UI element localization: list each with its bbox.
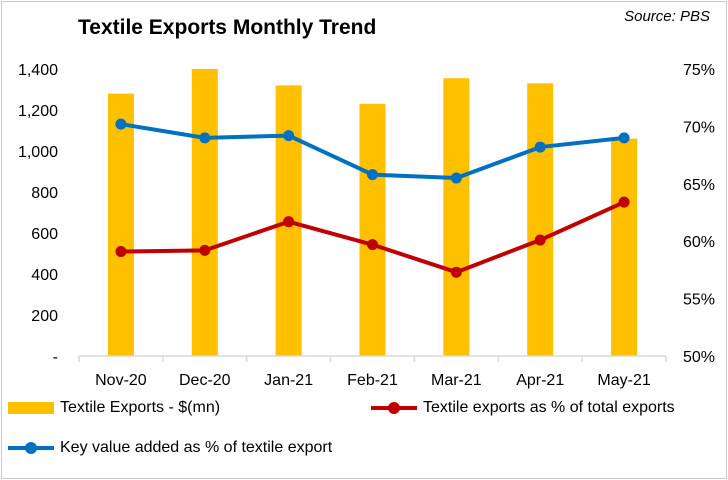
x-tick-label: Dec-20 (179, 372, 231, 389)
legend-label-value-added: Key value added as % of textile export (60, 439, 333, 456)
chart-title: Textile Exports Monthly Trend (78, 16, 377, 39)
point-value-added-Jan-21 (283, 130, 295, 142)
point-value-added-Dec-20 (199, 132, 211, 144)
x-tick-label: Nov-20 (95, 372, 147, 389)
y-right-tick-label: 70% (683, 119, 715, 136)
bar-Feb-21 (359, 103, 386, 356)
y-right-tick-label: 55% (683, 292, 715, 309)
source-note: Source: PBS (624, 8, 710, 25)
y-right-tick-label: 50% (683, 349, 715, 366)
bar-May-21 (611, 138, 638, 356)
point-value-added-Mar-21 (450, 172, 462, 184)
bar-Dec-20 (191, 69, 218, 356)
point-export-share-May-21 (618, 196, 630, 208)
x-tick-label: Feb-21 (347, 372, 398, 389)
y-left-tick-label: 1,400 (18, 62, 58, 79)
y-right-tick-label: 65% (683, 177, 715, 194)
y-left-tick-label: 1,000 (18, 144, 58, 161)
point-export-share-Apr-21 (534, 234, 546, 246)
bar-Mar-21 (443, 78, 470, 356)
bar-series (107, 69, 638, 357)
point-value-added-May-21 (618, 132, 630, 144)
y-left-tick-label: 1,200 (18, 103, 58, 120)
x-tick-label: Apr-21 (516, 372, 564, 389)
axes (78, 355, 667, 362)
x-tick-label: Jan-21 (264, 372, 313, 389)
legend-item-value-added: Key value added as % of textile export (8, 439, 332, 457)
point-export-share-Dec-20 (199, 244, 211, 256)
x-tick-label: Mar-21 (431, 372, 482, 389)
point-value-added-Feb-21 (367, 169, 378, 181)
point-value-added-Apr-21 (534, 141, 546, 153)
y-left-tick-label: 400 (31, 267, 58, 284)
point-export-share-Nov-20 (115, 246, 127, 258)
y-left-tick-label: 200 (31, 308, 58, 325)
point-export-share-Jan-21 (283, 216, 295, 228)
legend-red-line-swatch (371, 402, 417, 414)
y-right-tick-label: 60% (683, 234, 715, 251)
point-export-share-Mar-21 (450, 266, 462, 278)
y-left-tick-label: 800 (31, 185, 58, 202)
legend-label-textile-exports: Textile Exports - $(mn) (60, 399, 221, 416)
legend-item-export-share: Textile exports as % of total exports (371, 399, 675, 417)
legend-bar-swatch (8, 402, 54, 414)
tick-labels: - 200 400 600 800 1,000 1,200 1,400 50% 55% 60% 65%… (18, 62, 715, 389)
point-value-added-Nov-20 (115, 118, 127, 130)
legend-blue-line-swatch (8, 442, 54, 454)
bar-Nov-20 (107, 93, 134, 356)
y-left-tick-label: 600 (31, 226, 58, 243)
point-export-share-Feb-21 (367, 239, 378, 251)
bar-Apr-21 (527, 83, 554, 356)
legend-label-export-share: Textile exports as % of total exports (423, 399, 675, 416)
x-tick-label: May-21 (597, 372, 650, 389)
y-left-tick-label: - (53, 349, 58, 366)
y-right-tick-label: 75% (683, 62, 715, 79)
line-series (115, 118, 630, 278)
legend-item-textile-exports: Textile Exports - $(mn) (8, 399, 220, 417)
